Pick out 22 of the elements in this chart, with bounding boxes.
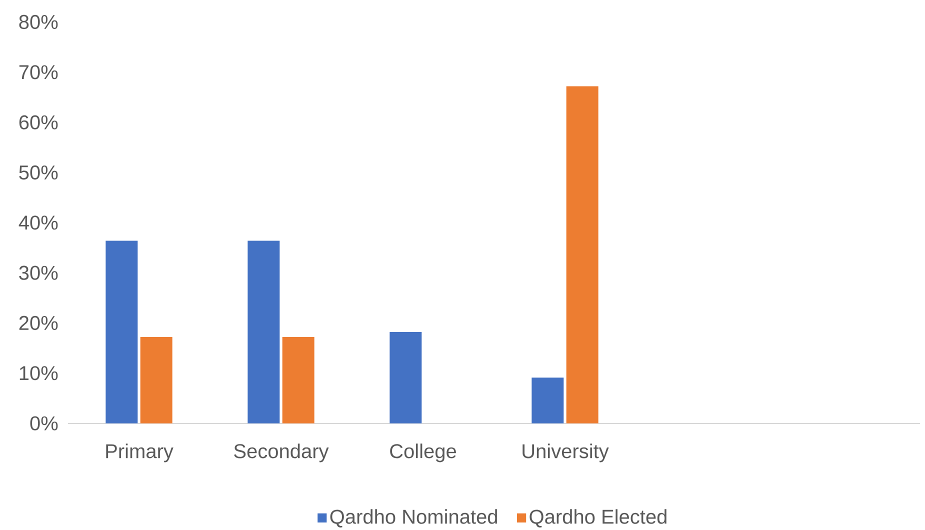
x-tick-label: College	[390, 444, 456, 462]
bar	[532, 378, 564, 424]
y-tick-label: 60%	[19, 115, 58, 130]
legend-label: Qardho Nominated	[330, 509, 497, 528]
bar	[282, 337, 314, 424]
x-tick-label: Secondary	[234, 444, 329, 462]
y-tick-label: 10%	[20, 366, 58, 380]
y-tick-label: 70%	[19, 65, 58, 80]
legend-label: Qardho Elected	[530, 509, 666, 528]
y-tick-label: 40%	[18, 216, 58, 230]
y-tick-label: 80%	[19, 14, 58, 30]
y-tick-label: 20%	[19, 316, 58, 330]
x-tick-label: Primary	[106, 444, 174, 462]
y-tick-label: 50%	[19, 165, 58, 180]
bar	[140, 337, 172, 424]
bar	[248, 240, 280, 424]
bar	[390, 332, 422, 424]
y-tick-label: 30%	[19, 266, 58, 280]
bar	[566, 86, 598, 424]
y-tick-label: 0%	[30, 416, 58, 430]
bar	[106, 240, 138, 424]
x-tick-label: University	[522, 444, 609, 462]
